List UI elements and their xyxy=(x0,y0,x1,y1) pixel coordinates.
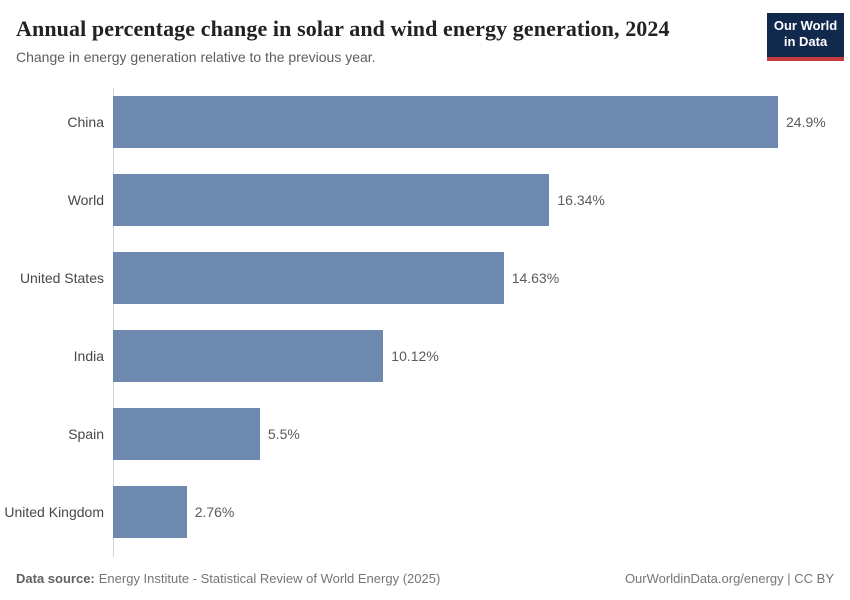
bar-track: 2.76% xyxy=(113,486,834,538)
chart-header: Annual percentage change in solar and wi… xyxy=(0,0,850,65)
value-label: 16.34% xyxy=(557,192,605,208)
owid-logo-line1: Our World xyxy=(773,18,838,33)
category-label: United Kingdom xyxy=(4,504,104,520)
chart-footer: Data source: Energy Institute - Statistic… xyxy=(16,571,834,586)
data-source-label: Data source: xyxy=(16,571,95,586)
category-label: China xyxy=(67,114,104,130)
owid-logo: Our World in Data xyxy=(767,13,844,61)
value-label: 5.5% xyxy=(267,426,300,442)
bar[interactable] xyxy=(113,174,550,226)
category-label: Spain xyxy=(68,426,104,442)
category-label: India xyxy=(73,348,104,364)
bar-row: United States 14.63% xyxy=(0,252,834,304)
bar[interactable] xyxy=(113,330,384,382)
bar[interactable] xyxy=(113,96,778,148)
bar-row: China 24.9% xyxy=(0,96,834,148)
credit-link[interactable]: OurWorldinData.org/energy | CC BY xyxy=(624,571,834,586)
bar-row: India 10.12% xyxy=(0,330,834,382)
bar-track: 5.5% xyxy=(113,408,834,460)
data-source: Data source: Energy Institute - Statistic… xyxy=(16,571,440,586)
category-label: United States xyxy=(19,270,104,286)
bar[interactable] xyxy=(113,408,260,460)
owid-logo-line2: in Data xyxy=(783,34,828,50)
bar[interactable] xyxy=(113,486,187,538)
bar-row: United Kingdom 2.76% xyxy=(0,486,834,538)
y-axis-line xyxy=(113,88,114,557)
bar-row: Spain 5.5% xyxy=(0,408,834,460)
value-label: 14.63% xyxy=(511,270,560,286)
chart-title: Annual percentage change in solar and wi… xyxy=(16,16,670,41)
bar-row: World 16.34% xyxy=(0,174,834,226)
value-label: 24.9% xyxy=(786,114,826,130)
bar[interactable] xyxy=(113,252,504,304)
bar-track: 14.63% xyxy=(113,252,834,304)
data-source-text: Energy Institute - Statistical Review of… xyxy=(98,571,441,586)
value-label: 10.12% xyxy=(391,348,439,364)
bars-container: China 24.9% World 16.34% United States 1… xyxy=(0,96,834,538)
category-label: World xyxy=(67,192,104,208)
bar-track: 24.9% xyxy=(113,96,834,148)
chart-subtitle: Change in energy generation relative to … xyxy=(16,49,376,66)
bar-track: 10.12% xyxy=(113,330,834,382)
value-label: 2.76% xyxy=(194,504,235,520)
bar-track: 16.34% xyxy=(113,174,834,226)
